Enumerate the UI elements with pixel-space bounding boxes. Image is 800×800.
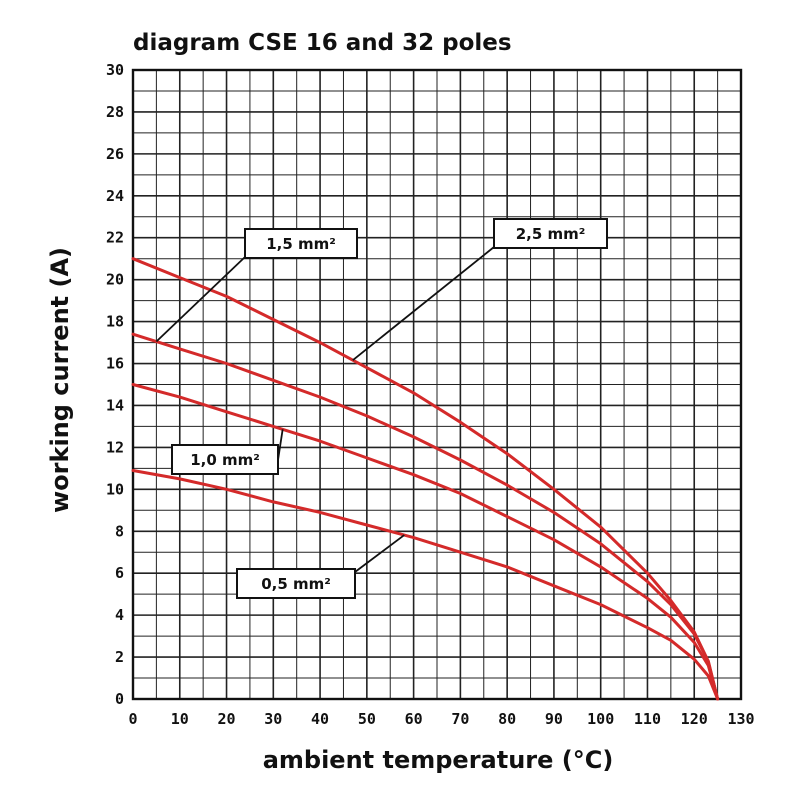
x-tick-label: 90 xyxy=(545,710,563,728)
annotation-box xyxy=(244,228,358,259)
x-tick-label: 60 xyxy=(405,710,423,728)
series-line xyxy=(131,257,720,701)
y-tick-label: 14 xyxy=(106,396,124,414)
chart-title: diagram CSE 16 and 32 poles xyxy=(133,30,512,56)
y-tick-label: 0 xyxy=(115,690,124,708)
tick-labels: 0 10 20 30 40 50 60 70 80 90 100 110 120 130024681012… xyxy=(106,61,755,728)
annotations: 1,5 mm² 2,5 mm² 1,0 mm² 0,5 mm² xyxy=(155,218,608,599)
annotation-label: 1,5 mm² xyxy=(266,235,336,253)
x-tick-label: 100 xyxy=(587,710,614,728)
y-tick-label: 8 xyxy=(115,522,124,540)
y-tick-label: 20 xyxy=(106,271,124,289)
y-tick-label: 6 xyxy=(115,564,124,582)
y-tick-label: 12 xyxy=(106,438,124,456)
y-tick-label: 10 xyxy=(106,480,124,498)
x-tick-label: 70 xyxy=(451,710,469,728)
x-tick-label: 80 xyxy=(498,710,516,728)
y-tick-label: 22 xyxy=(106,229,124,247)
x-tick-label: 20 xyxy=(218,710,236,728)
y-axis-label: working current (A) xyxy=(46,247,74,513)
y-tick-label: 18 xyxy=(106,313,124,331)
series-line xyxy=(131,469,720,701)
annotation-box xyxy=(171,444,279,475)
x-tick-label: 130 xyxy=(727,710,754,728)
x-tick-label: 10 xyxy=(171,710,189,728)
annotation-leader-line xyxy=(354,534,405,573)
y-tick-label: 2 xyxy=(115,648,124,666)
annotation-box xyxy=(493,218,608,249)
annotation-box xyxy=(236,568,356,599)
annotation-label: 0,5 mm² xyxy=(261,575,331,593)
x-tick-label: 50 xyxy=(358,710,376,728)
x-tick-label: 110 xyxy=(634,710,661,728)
annotation-label: 1,0 mm² xyxy=(190,451,260,469)
grid xyxy=(131,68,743,701)
x-tick-label: 120 xyxy=(681,710,708,728)
series-lines xyxy=(131,257,720,701)
y-tick-label: 26 xyxy=(106,145,124,163)
y-tick-label: 28 xyxy=(106,103,124,121)
annotation-leader-line xyxy=(352,246,495,361)
annotation-leader-line xyxy=(155,256,246,343)
x-tick-label: 40 xyxy=(311,710,329,728)
y-tick-label: 16 xyxy=(106,355,124,373)
x-tick-label: 0 xyxy=(128,710,137,728)
x-tick-label: 30 xyxy=(264,710,282,728)
x-axis-label: ambient temperature (°C) xyxy=(263,746,614,774)
series-line xyxy=(131,383,720,701)
series-line xyxy=(131,332,720,701)
y-tick-label: 4 xyxy=(115,606,124,624)
y-tick-label: 30 xyxy=(106,61,124,79)
annotation-label: 2,5 mm² xyxy=(516,225,586,243)
y-tick-label: 24 xyxy=(106,187,124,205)
